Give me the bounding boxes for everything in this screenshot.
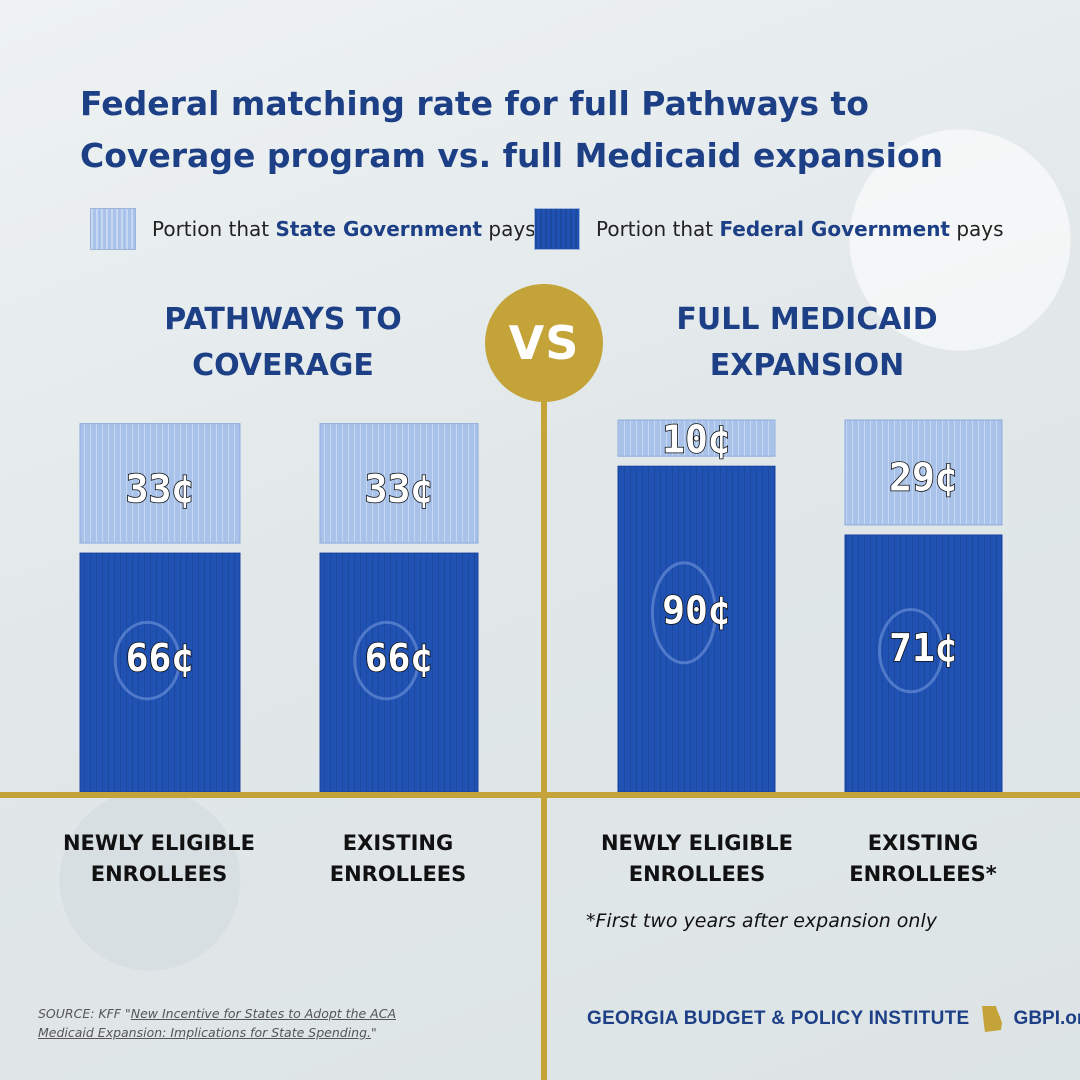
state-value-label-1: 33¢ — [126, 467, 195, 511]
federal-bill-portrait-4 — [878, 608, 944, 694]
category-label-3: NEWLY ELIGIBLE ENROLLEES — [600, 831, 794, 886]
federal-bar-3 — [617, 465, 776, 793]
federal-dollar-swatch — [534, 208, 580, 250]
state-bar-2 — [319, 423, 479, 544]
legend-federal-text: Portion that Federal Government pays — [596, 217, 1004, 241]
federal-value-label-3: 90¢ — [662, 588, 731, 632]
left-section-title: PATHWAYS TO COVERAGE — [164, 302, 402, 383]
footer-brand: GEORGIA BUDGET & POLICY INSTITUTE GBPI.o… — [587, 1005, 1080, 1033]
state-bar-4 — [844, 419, 1003, 526]
federal-value-label-1: 66¢ — [126, 636, 195, 680]
state-bar-1 — [79, 423, 241, 544]
title-line-2: Coverage program vs. full Medicaid expan… — [80, 136, 944, 175]
category-label-4: EXISTING ENROLLEES* — [849, 831, 997, 886]
legend-state-text: Portion that State Government pays — [152, 217, 536, 241]
source-citation: SOURCE: KFF "New Incentive for States to… — [38, 1006, 397, 1040]
website-link[interactable]: GBPI.org — [1013, 1008, 1080, 1029]
title-line-1: Federal matching rate for full Pathways … — [80, 84, 869, 123]
federal-bill-portrait-3 — [651, 561, 717, 665]
federal-bill-portrait-2 — [353, 620, 420, 701]
state-bar-3 — [617, 419, 776, 457]
footnote: *First two years after expansion only — [586, 910, 937, 932]
federal-value-label-2: 66¢ — [365, 636, 434, 680]
state-dollar-swatch — [90, 208, 136, 250]
category-label-2: EXISTING ENROLLEES — [329, 831, 467, 886]
federal-value-label-4: 71¢ — [889, 626, 958, 670]
federal-bill-portrait-1 — [113, 620, 181, 701]
legend-state: Portion that State Government pays — [90, 207, 536, 251]
state-value-label-4: 29¢ — [889, 455, 958, 499]
legend-federal: Portion that Federal Government pays — [534, 207, 1004, 251]
right-section-title: FULL MEDICAID EXPANSION — [676, 302, 938, 383]
divider-vertical — [541, 395, 547, 1080]
source-link[interactable]: New Incentive for States to Adopt the AC… — [38, 1006, 397, 1040]
georgia-state-icon — [981, 1006, 1002, 1032]
federal-bar-4 — [844, 534, 1003, 793]
state-value-label-2: 33¢ — [365, 467, 434, 511]
federal-bar-2 — [319, 552, 479, 793]
state-value-label-3: 10¢ — [662, 418, 731, 462]
org-name: GEORGIA BUDGET & POLICY INSTITUTE — [587, 1008, 970, 1029]
page-title: Federal matching rate for full Pathways … — [80, 78, 1020, 182]
divider-horizontal — [0, 792, 1080, 798]
category-label-1: NEWLY ELIGIBLE ENROLLEES — [62, 831, 256, 886]
vs-badge: VS — [485, 284, 603, 402]
federal-bar-1 — [79, 552, 241, 793]
